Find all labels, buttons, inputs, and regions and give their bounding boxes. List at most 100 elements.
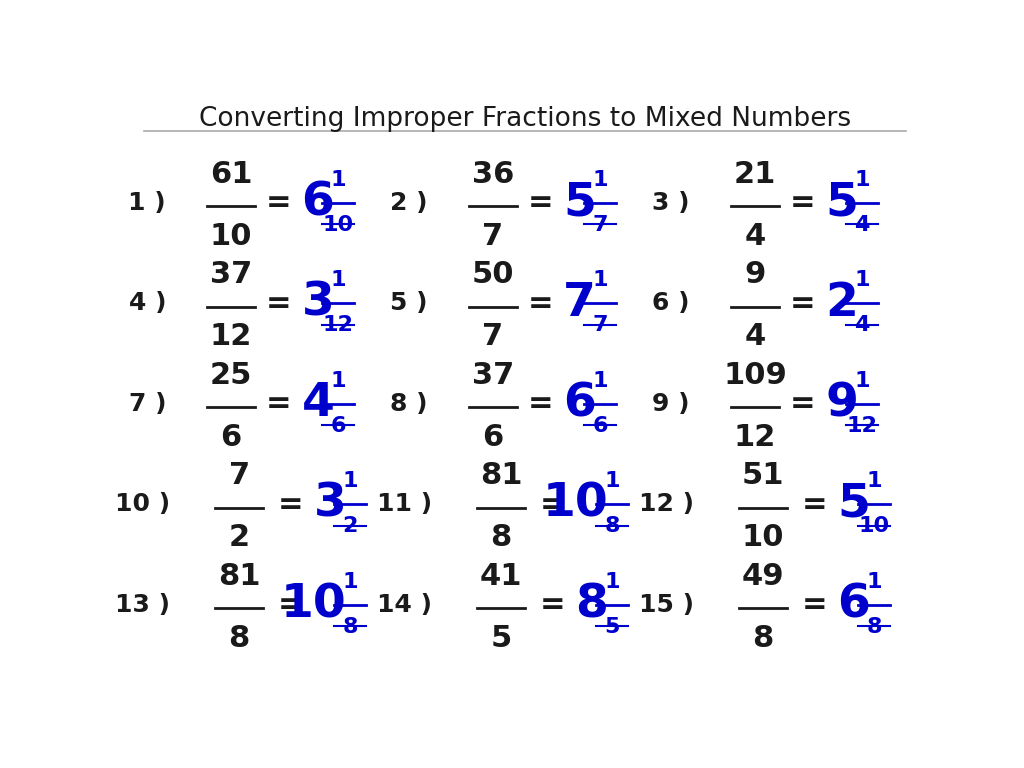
Text: 10: 10	[323, 214, 354, 234]
Text: 21: 21	[734, 160, 776, 189]
Text: 1: 1	[854, 270, 869, 290]
Text: 12: 12	[210, 323, 252, 351]
Text: 1: 1	[854, 170, 869, 190]
Text: =: =	[540, 591, 565, 619]
Text: 8: 8	[490, 523, 512, 552]
Text: 7 ): 7 )	[129, 392, 166, 415]
Text: 7: 7	[482, 323, 504, 351]
Text: 4: 4	[854, 214, 869, 234]
Text: =: =	[802, 591, 827, 619]
Text: 8: 8	[575, 582, 608, 627]
Text: 4: 4	[301, 381, 334, 426]
Text: 1: 1	[604, 472, 620, 492]
Text: =: =	[790, 188, 815, 217]
Text: 3: 3	[313, 482, 346, 527]
Text: 5 ): 5 )	[390, 291, 428, 316]
Text: 12: 12	[734, 422, 776, 452]
Text: 5: 5	[490, 624, 512, 653]
Text: 1: 1	[342, 472, 358, 492]
Text: 2 ): 2 )	[390, 190, 428, 215]
Text: 8: 8	[604, 516, 620, 536]
Text: 4: 4	[854, 315, 869, 335]
Text: =: =	[527, 389, 554, 419]
Text: =: =	[802, 490, 827, 519]
Text: 2: 2	[228, 523, 250, 552]
Text: 12: 12	[847, 415, 878, 435]
Text: 8: 8	[228, 624, 250, 653]
Text: 10: 10	[543, 482, 608, 527]
Text: 10: 10	[210, 222, 253, 250]
Text: 6: 6	[563, 381, 596, 426]
Text: 6: 6	[301, 180, 334, 225]
Text: 9 ): 9 )	[652, 392, 690, 415]
Text: =: =	[527, 188, 554, 217]
Text: 8 ): 8 )	[390, 392, 428, 415]
Text: 1: 1	[331, 371, 346, 391]
Text: 7: 7	[563, 281, 596, 326]
Text: 5: 5	[563, 180, 596, 225]
Text: 1: 1	[331, 270, 346, 290]
Text: =: =	[527, 289, 554, 318]
Text: 1 ): 1 )	[128, 190, 166, 215]
Text: 1: 1	[593, 170, 608, 190]
Text: 1: 1	[866, 472, 882, 492]
Text: 5: 5	[838, 482, 870, 527]
Text: 8: 8	[753, 624, 773, 653]
Text: 36: 36	[472, 160, 514, 189]
Text: 37: 37	[472, 361, 514, 389]
Text: 10 ): 10 )	[115, 492, 170, 516]
Text: 10: 10	[741, 523, 784, 552]
Text: 49: 49	[741, 561, 784, 591]
Text: 11 ): 11 )	[377, 492, 432, 516]
Text: 7: 7	[593, 315, 608, 335]
Text: 81: 81	[479, 461, 522, 490]
Text: 25: 25	[210, 361, 252, 389]
Text: 5: 5	[825, 180, 858, 225]
Text: 1: 1	[593, 270, 608, 290]
Text: =: =	[790, 289, 815, 318]
Text: =: =	[540, 490, 565, 519]
Text: 3 ): 3 )	[652, 190, 690, 215]
Text: =: =	[266, 289, 292, 318]
Text: 6 ): 6 )	[652, 291, 690, 316]
Text: 37: 37	[210, 260, 252, 289]
Text: 5: 5	[604, 617, 620, 637]
Text: 1: 1	[604, 572, 620, 592]
Text: 15 ): 15 )	[639, 593, 694, 617]
Text: 6: 6	[838, 582, 870, 627]
Text: 7: 7	[482, 222, 504, 250]
Text: 41: 41	[479, 561, 522, 591]
Text: 6: 6	[220, 422, 242, 452]
Text: 1: 1	[854, 371, 869, 391]
Text: 61: 61	[210, 160, 253, 189]
Text: 50: 50	[472, 260, 514, 289]
Text: 3: 3	[302, 281, 334, 326]
Text: 1: 1	[342, 572, 358, 592]
Text: 7: 7	[593, 214, 608, 234]
Text: 2: 2	[342, 516, 358, 536]
Text: 4: 4	[744, 222, 766, 250]
Text: 4 ): 4 )	[129, 291, 166, 316]
Text: =: =	[266, 389, 292, 419]
Text: 1: 1	[866, 572, 882, 592]
Text: Converting Improper Fractions to Mixed Numbers: Converting Improper Fractions to Mixed N…	[199, 106, 851, 132]
Text: 2: 2	[825, 281, 858, 326]
Text: 1: 1	[593, 371, 608, 391]
Text: =: =	[790, 389, 815, 419]
Text: 10: 10	[858, 516, 890, 536]
Text: 9: 9	[825, 381, 858, 426]
Text: 109: 109	[723, 361, 786, 389]
Text: 9: 9	[744, 260, 766, 289]
Text: 12: 12	[323, 315, 353, 335]
Text: 51: 51	[741, 461, 784, 490]
Text: 6: 6	[482, 422, 504, 452]
Text: 12 ): 12 )	[639, 492, 694, 516]
Text: 6: 6	[331, 415, 346, 435]
Text: =: =	[278, 591, 303, 619]
Text: 8: 8	[866, 617, 882, 637]
Text: 81: 81	[218, 561, 260, 591]
Text: 7: 7	[228, 461, 250, 490]
Text: 8: 8	[342, 617, 358, 637]
Text: 14 ): 14 )	[377, 593, 432, 617]
Text: 10: 10	[281, 582, 346, 627]
